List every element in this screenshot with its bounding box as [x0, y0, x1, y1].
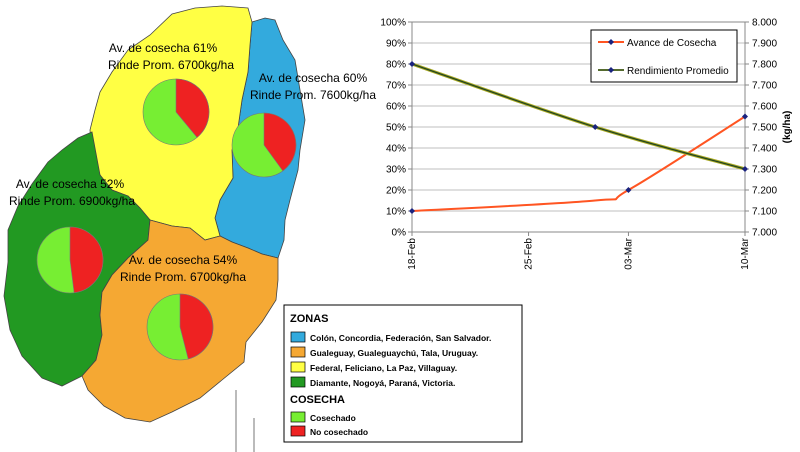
zone-label-sur-line1: Av. de cosecha 54% — [129, 253, 238, 267]
legend-cosecha-swatch — [290, 425, 306, 437]
legend-label-avance-de-cosecha: Avance de Cosecha — [627, 38, 717, 49]
legend-zona-swatch — [290, 376, 306, 388]
legend-frame — [283, 304, 523, 443]
legend-zona-swatch — [290, 361, 306, 373]
y-left-tick-label: 80% — [386, 60, 406, 71]
chart-legend-frame — [590, 29, 738, 83]
zone-label-este-line1: Av. de cosecha 60% — [259, 71, 368, 85]
y-right-tick-label: 7.600 — [752, 102, 777, 113]
series-point-rendimiento-promedio — [592, 124, 599, 130]
y-left-tick-label: 90% — [386, 39, 406, 50]
y-left-tick-label: 30% — [386, 165, 406, 176]
legend-cosecha-label: No cosechado — [310, 427, 368, 437]
series-point-avance-de-cosecha — [409, 208, 415, 214]
y-left-tick-label: 70% — [386, 81, 406, 92]
legend-marker-avance-de-cosecha — [608, 39, 614, 45]
zone-label-este-line2: Rinde Prom. 7600kg/ha — [250, 88, 376, 102]
y-right-tick-label: 7.300 — [752, 165, 777, 176]
y-right-tick-label: 7.800 — [752, 60, 777, 71]
y-left-tick-label: 10% — [386, 207, 406, 218]
y-right-tick-label: 7.000 — [752, 228, 777, 239]
y-left-tick-label: 40% — [386, 144, 406, 155]
y-left-tick-label: 100% — [380, 18, 406, 29]
y-left-tick-label: 20% — [386, 186, 406, 197]
y-left-tick-label: 50% — [386, 123, 406, 134]
legend-zona-label: Diamante, Nogoyá, Paraná, Victoria. — [310, 378, 455, 388]
zone-label-norte-line1: Av. de cosecha 61% — [109, 41, 218, 55]
legend-label-rendimiento-promedio: Rendimiento Promedio — [627, 66, 729, 77]
pie-norte-no-cosechado — [175, 78, 210, 138]
y-right-tick-label: 7.200 — [752, 186, 777, 197]
x-tick-label: 10-Mar — [740, 237, 751, 269]
map-legend: ZONAS Colón, Concordia, Federación, San … — [283, 304, 523, 443]
zone-label-noroeste-line2: Rinde Prom. 6900kg/ha — [9, 194, 135, 208]
line-chart: 0% 10% 20% 30% 40% 50% 60% 70% 80% 90% 100% 7.000 7… — [380, 18, 793, 270]
series-point-rendimiento-promedio — [409, 61, 415, 67]
y-right-tick-label: 8.000 — [752, 18, 777, 29]
pie-noroeste-no-cosechado — [69, 226, 104, 294]
zone-label-sur-line2: Rinde Prom. 6700kg/ha — [120, 270, 246, 284]
series-point-avance-de-cosecha — [742, 113, 748, 120]
legend-cosecha-swatch — [290, 411, 306, 423]
plot-border — [411, 21, 746, 233]
y-left-tick-label: 60% — [386, 102, 406, 113]
y-right-tick-label: 7.900 — [752, 39, 777, 50]
legend-cosecha-label: Cosechado — [310, 413, 356, 423]
legend-zona-swatch — [290, 331, 306, 343]
zone-label-norte-line2: Rinde Prom. 6700kg/ha — [108, 58, 234, 72]
y-right-tick-label: 7.500 — [752, 123, 777, 134]
y-right-tick-label: 7.100 — [752, 207, 777, 218]
legend-zonas-title: ZONAS — [290, 313, 329, 325]
y-left-tick-label: 0% — [392, 228, 407, 239]
series-point-avance-de-cosecha — [625, 187, 632, 193]
series-point-rendimiento-promedio — [742, 166, 748, 172]
map: Av. de cosecha 61% Rinde Prom. 6700kg/ha… — [3, 5, 376, 452]
zone-label-noroeste-line1: Av. de cosecha 52% — [16, 177, 125, 191]
pie-este-no-cosechado — [263, 112, 297, 172]
legend-zona-label: Colón, Concordia, Federación, San Salvad… — [310, 333, 491, 343]
legend-cosecha-title: COSECHA — [290, 394, 345, 406]
x-tick-label: 18-Feb — [407, 238, 418, 270]
x-tick-label: 25-Feb — [524, 238, 535, 270]
right-axis-label: (kg/ha) — [782, 111, 793, 144]
y-right-tick-label: 7.700 — [752, 81, 777, 92]
pie-sur-no-cosechado — [179, 293, 214, 360]
legend-zona-label: Federal, Feliciano, La Paz, Villaguay. — [310, 363, 457, 373]
legend-zona-swatch — [290, 346, 306, 358]
chart-legend: Avance de Cosecha Rendimiento Promedio — [590, 29, 738, 83]
x-tick-label: 03-Mar — [623, 237, 634, 269]
legend-marker-rendimiento-promedio — [608, 67, 614, 73]
y-right-tick-label: 7.400 — [752, 144, 777, 155]
legend-zona-label: Gualeguay, Gualeguaychú, Tala, Uruguay. — [310, 348, 478, 358]
